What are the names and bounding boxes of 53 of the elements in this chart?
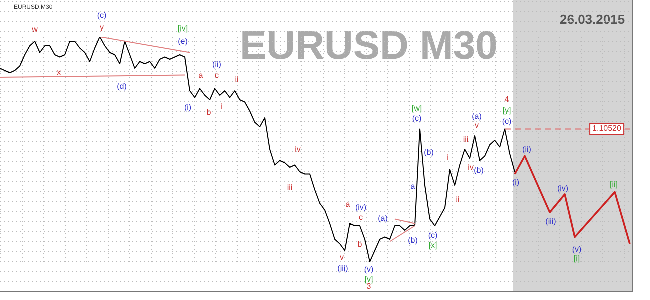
annotation: (i) [184,103,192,112]
annotation: (b) [424,148,434,157]
annotation: (b) [408,236,418,245]
annotation: [y] [502,106,512,115]
annotation: iv [295,145,301,154]
text: (c) [97,11,107,20]
chart-subtitle: 26.03.2015 [560,12,626,27]
annotation: (ii) [212,60,222,69]
annotation: c [215,71,219,80]
annotation: (b) [474,166,484,175]
annotation: i [221,102,223,111]
annotation: 1.10520 [590,123,624,135]
annotation: iv [468,163,474,172]
annotation: [ii] [610,180,618,189]
annotation: a [346,200,350,209]
annotation: (i) [512,178,520,187]
annotation: (iv) [557,184,569,193]
text: (v) [364,265,374,274]
text: [v] [364,275,374,284]
annotation: [x] [428,241,438,250]
annotation: a [198,71,204,80]
annotation: ii [456,195,460,204]
annotation: iii [287,183,293,192]
text: 3 [366,282,372,291]
annotation: [i] [574,254,580,263]
text: (iii) [338,264,348,273]
annotation: ii [235,75,239,84]
text: y [100,23,104,32]
annotation: 4 [504,95,510,104]
annotation: (e) [178,37,188,46]
chart-title: EURUSD M30 [240,24,498,69]
annotation: (d) [117,82,127,91]
annotation: (a) [472,112,482,121]
annotation: a [410,182,416,191]
annotation: (c) [502,117,512,126]
annotation: (v) [572,245,582,254]
annotation: iii [463,135,469,144]
annotation: c [359,213,363,222]
annotation: v [475,121,479,130]
annotation: i [447,153,449,162]
annotation: (c) [412,114,422,123]
annotation: b [206,108,212,117]
annotation: (ii) [522,145,532,154]
annotation: v [340,253,344,262]
annotation: x [57,68,61,77]
annotation: [w] [412,104,422,113]
text: w [32,25,38,34]
annotation: (a) [378,214,388,223]
annotation: b [358,240,362,249]
annotation: (iii) [546,217,556,226]
text: [iv] [178,24,188,33]
annotation: (c) [428,231,438,240]
annotation: (iv) [355,203,367,212]
